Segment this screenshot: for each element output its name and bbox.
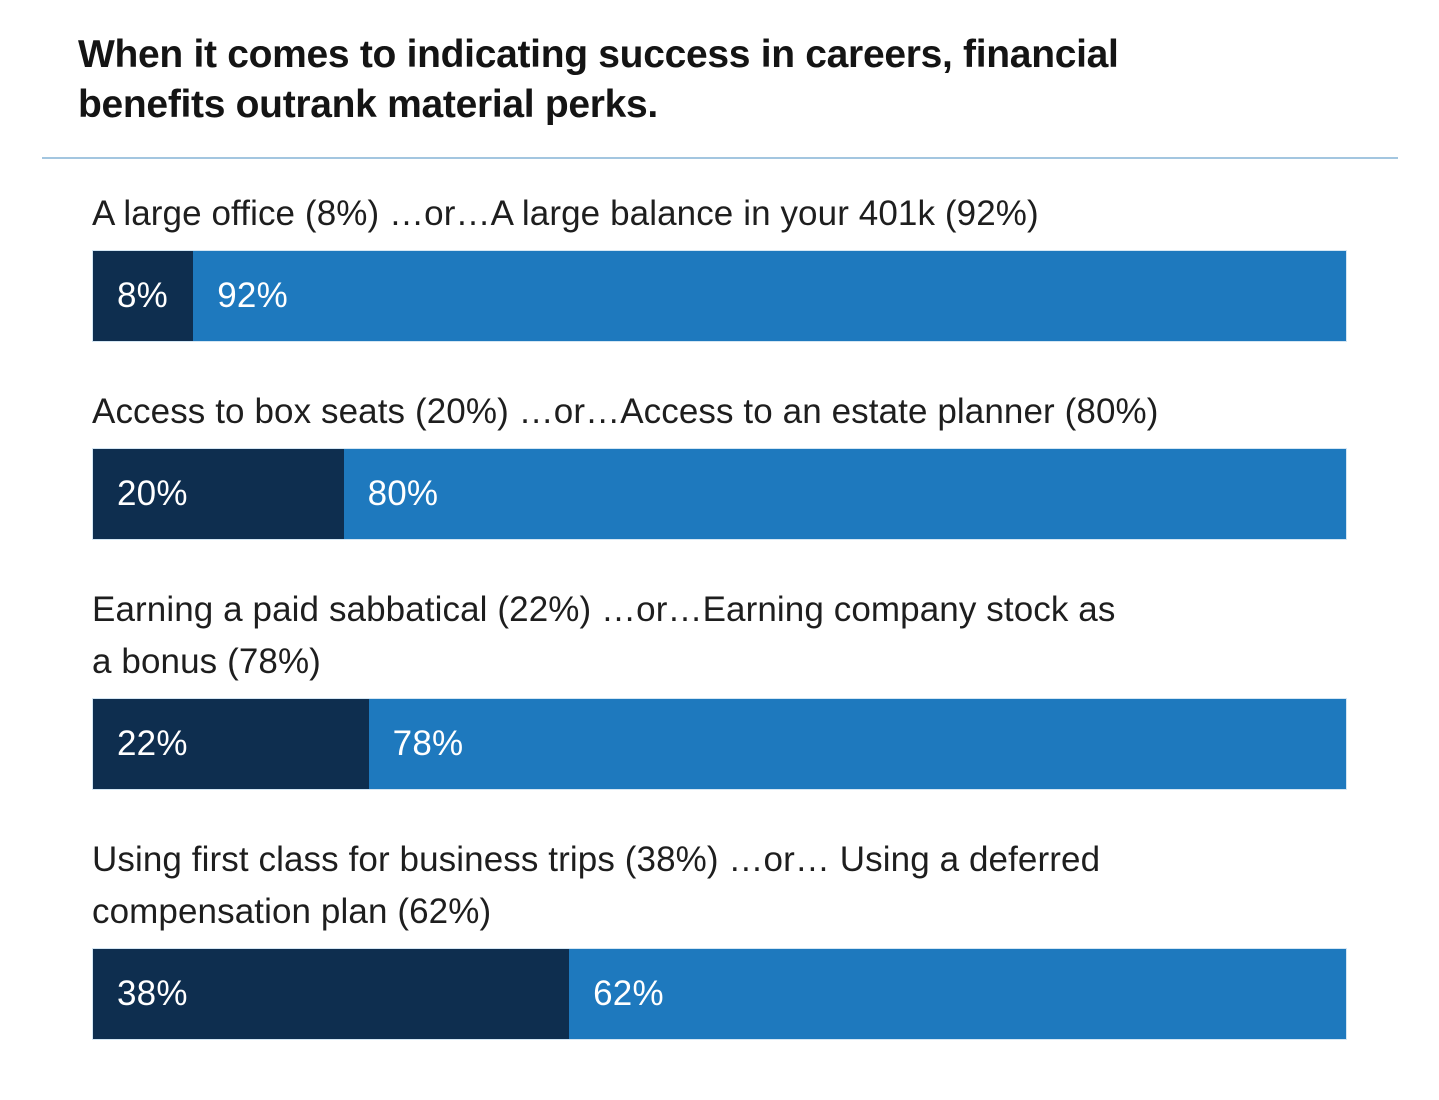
bar-segment-light: 92% — [193, 251, 1346, 341]
bar-value-label: 8% — [117, 276, 168, 315]
bar-value-label: 80% — [367, 474, 439, 513]
chart-row: Earning a paid sabbatical (22%) …or…Earn… — [92, 584, 1347, 790]
bar-segment-light: 62% — [569, 949, 1346, 1039]
bar-segment-dark: 38% — [93, 949, 570, 1039]
bar-value-label: 62% — [593, 974, 664, 1013]
row-label: Using first class for business trips (38… — [92, 840, 1101, 931]
bar-segment-dark: 22% — [93, 699, 369, 789]
bar-value-label: 22% — [117, 724, 188, 763]
chart-row: A large office (8%) …or…A large balance … — [92, 188, 1347, 342]
divider-line — [42, 157, 1398, 159]
bar-segment-dark: 8% — [93, 251, 194, 341]
row-label: Access to box seats (20%) …or…Access to … — [92, 392, 1159, 431]
bar-value-label: 38% — [117, 974, 188, 1013]
bar-segment-dark: 20% — [93, 449, 344, 539]
bar-value-label: 92% — [217, 276, 288, 315]
bar-value-label: 20% — [117, 474, 188, 513]
stacked-bar: 20% 80% — [92, 448, 1347, 540]
chart-row: Using first class for business trips (38… — [92, 834, 1347, 1040]
row-label: Earning a paid sabbatical (22%) …or…Earn… — [92, 590, 1116, 681]
chart-row: Access to box seats (20%) …or…Access to … — [92, 386, 1347, 540]
chart-title: When it comes to indicating success in c… — [78, 33, 1119, 126]
bar-value-label: 78% — [392, 724, 464, 763]
bar-segment-light: 80% — [343, 449, 1346, 539]
stacked-bar: 22% 78% — [92, 698, 1347, 790]
stacked-bar: 38% 62% — [92, 948, 1347, 1040]
bar-segment-light: 78% — [368, 699, 1346, 789]
chart-rows: A large office (8%) …or…A large balance … — [92, 188, 1347, 1040]
row-label: A large office (8%) …or…A large balance … — [92, 194, 1039, 233]
stacked-bar: 8% 92% — [92, 250, 1347, 342]
